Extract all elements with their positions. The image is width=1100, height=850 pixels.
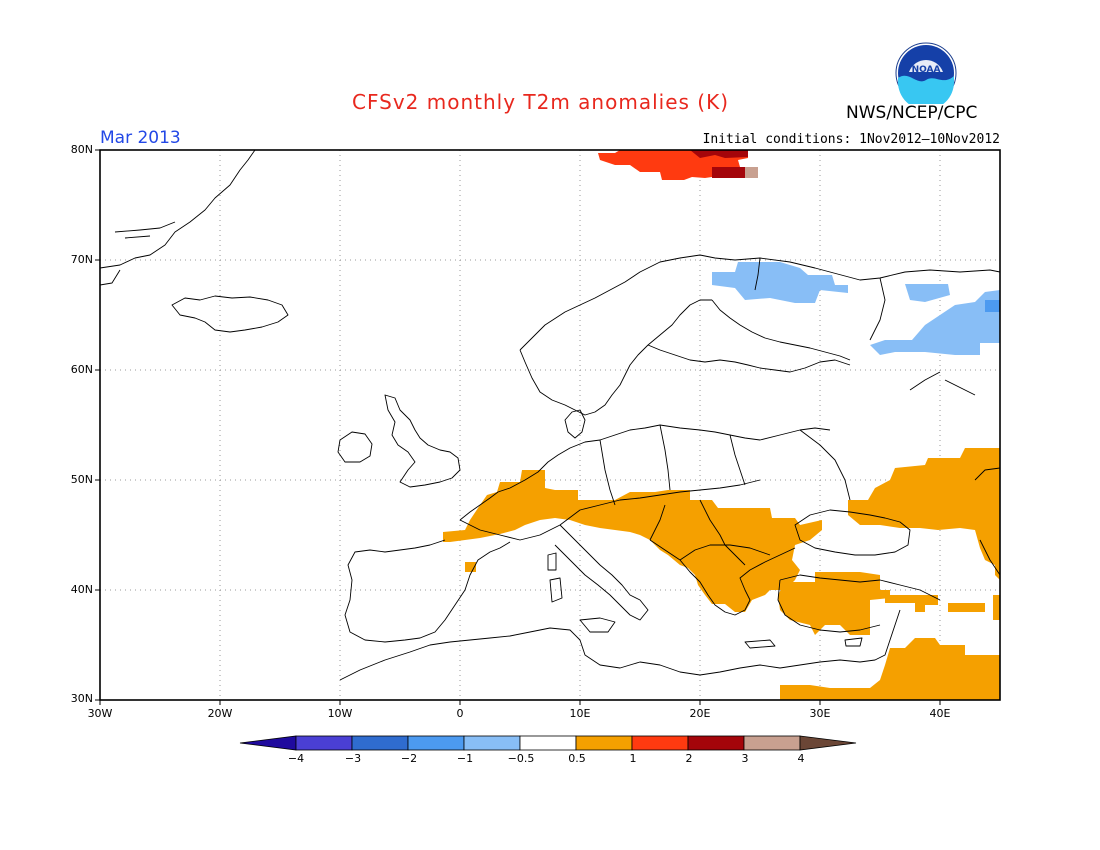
- coastlines: [99, 149, 1001, 681]
- noaa-logo: NOAA: [895, 42, 957, 104]
- agency-label: NWS/NCEP/CPC: [846, 103, 978, 123]
- anomaly-positive-europe: [443, 470, 822, 612]
- colorbar: [239, 735, 857, 751]
- colorbar-label: −1: [456, 752, 474, 765]
- colorbar-label: −4: [287, 752, 305, 765]
- anomaly-svalbard-3to4: [745, 167, 758, 178]
- lat-label-30n: 30N: [70, 692, 93, 705]
- noaa-logo-text: NOAA: [912, 65, 941, 75]
- anomaly-negative-russia-b: [985, 300, 1000, 312]
- forecast-month: Mar 2013: [100, 128, 181, 148]
- lon-label-30e: 30E: [809, 707, 831, 720]
- lon-label-10e: 10E: [569, 707, 591, 720]
- lat-label-40n: 40N: [70, 583, 93, 596]
- anomaly-shading: [443, 150, 1000, 700]
- lat-label-80n: 80N: [70, 143, 93, 156]
- colorbar-swatch: [519, 735, 577, 751]
- colorbar-swatch: [687, 735, 745, 751]
- anomaly-negative-scandinavia: [712, 262, 848, 303]
- lat-label-50n: 50N: [70, 473, 93, 486]
- colorbar-arrow-high: [799, 735, 857, 751]
- colorbar-label: −2: [400, 752, 418, 765]
- colorbar-label: 2: [685, 752, 693, 765]
- anomaly-positive-turkey-b: [885, 595, 985, 612]
- colorbar-label: 4: [797, 752, 805, 765]
- colorbar-label: −3: [344, 752, 362, 765]
- anomaly-positive-ukraine: [848, 448, 1000, 580]
- initial-conditions: Initial conditions: 1Nov2012–10Nov2012: [702, 132, 1000, 147]
- colorbar-label: 3: [741, 752, 749, 765]
- anomaly-positive-middle-east: [780, 638, 1000, 700]
- lat-label-60n: 60N: [70, 363, 93, 376]
- colorbar-swatch: [575, 735, 633, 751]
- colorbar-swatch: [631, 735, 689, 751]
- lat-label-70n: 70N: [70, 253, 93, 266]
- lon-label-0: 0: [456, 707, 464, 720]
- lon-label-20w: 20W: [207, 707, 233, 720]
- map-frame: [99, 149, 1001, 701]
- colorbar-swatch: [295, 735, 353, 751]
- lon-label-30w: 30W: [87, 707, 113, 720]
- colorbar-label: −0.5: [507, 752, 535, 765]
- map-gridlines: [100, 150, 1000, 700]
- colorbar-arrow-low: [239, 735, 297, 751]
- lon-label-10w: 10W: [327, 707, 353, 720]
- anomaly-negative-russia: [870, 284, 1000, 355]
- anomaly-svalbard-2to3: [690, 150, 748, 178]
- colorbar-swatch: [407, 735, 465, 751]
- anomaly-svalbard-1to2: [598, 150, 748, 180]
- anomaly-positive-east-edge: [993, 595, 1000, 620]
- map-title: CFSv2 monthly T2m anomalies (K): [352, 90, 729, 114]
- axis-ticks: [95, 149, 941, 705]
- lon-label-20e: 20E: [689, 707, 711, 720]
- anomaly-positive-turkey: [778, 572, 890, 635]
- colorbar-swatch: [463, 735, 521, 751]
- colorbar-swatch: [743, 735, 801, 751]
- colorbar-label: 1: [629, 752, 637, 765]
- colorbar-label: 0.5: [568, 752, 586, 765]
- colorbar-swatch: [351, 735, 409, 751]
- lon-label-40e: 40E: [929, 707, 951, 720]
